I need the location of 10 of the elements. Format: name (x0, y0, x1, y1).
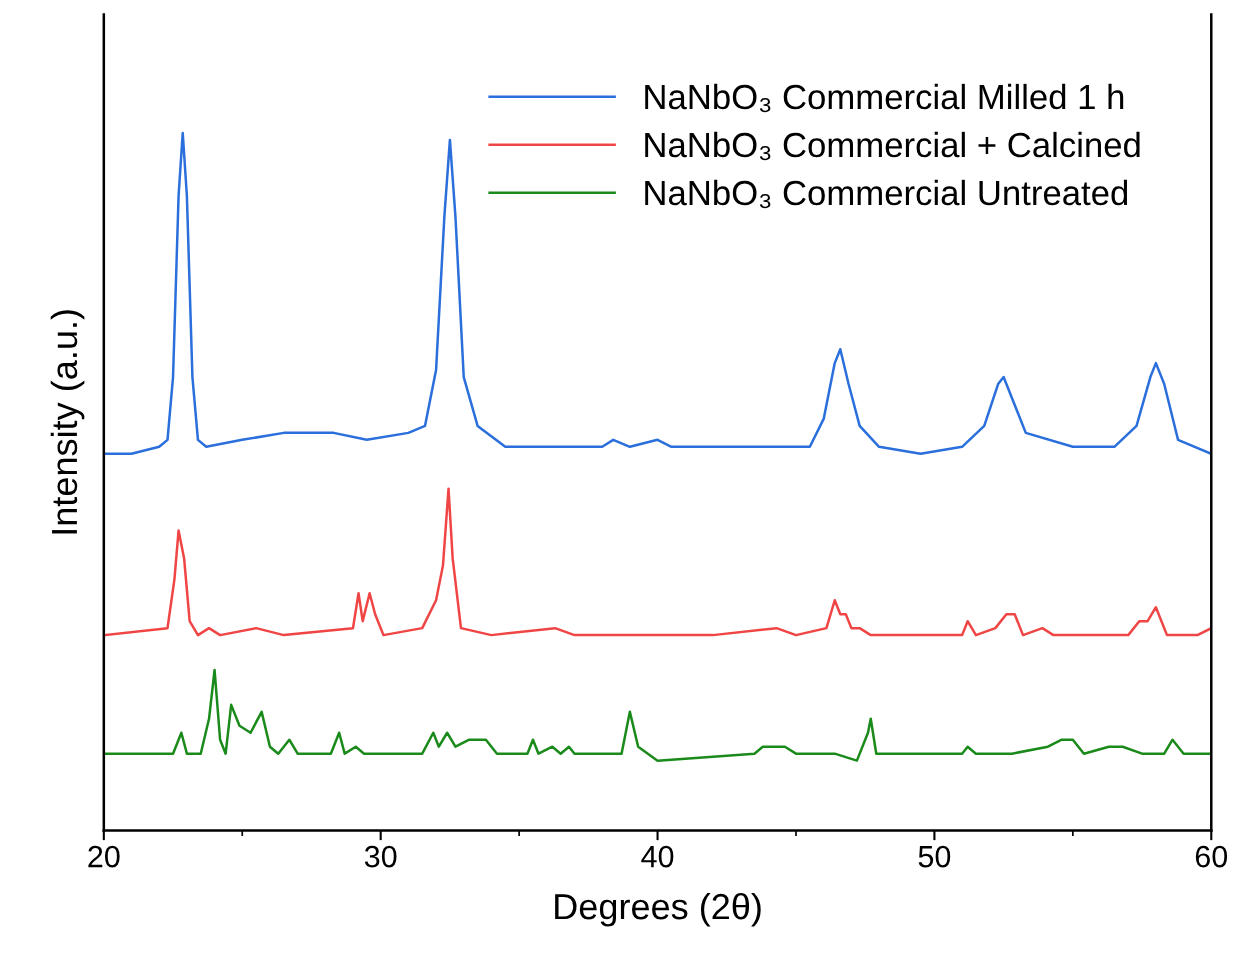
x-tick-label: 60 (1195, 845, 1228, 868)
legend-label: NaNbO₃ Commercial + Calcined (645, 131, 1140, 161)
x-tick-label: 50 (918, 845, 951, 868)
legend-label: NaNbO₃ Commercial Untreated (645, 179, 1128, 209)
x-tick-label: 20 (88, 845, 120, 868)
x-axis-title: Degrees (2θ) (555, 892, 761, 927)
x-tick-label: 30 (364, 845, 397, 868)
y-axis-title: Intensity (a.u.) (50, 310, 85, 534)
x-tick-label: 40 (641, 845, 674, 868)
legend-label: NaNbO₃ Commercial Milled 1 h (645, 83, 1124, 113)
